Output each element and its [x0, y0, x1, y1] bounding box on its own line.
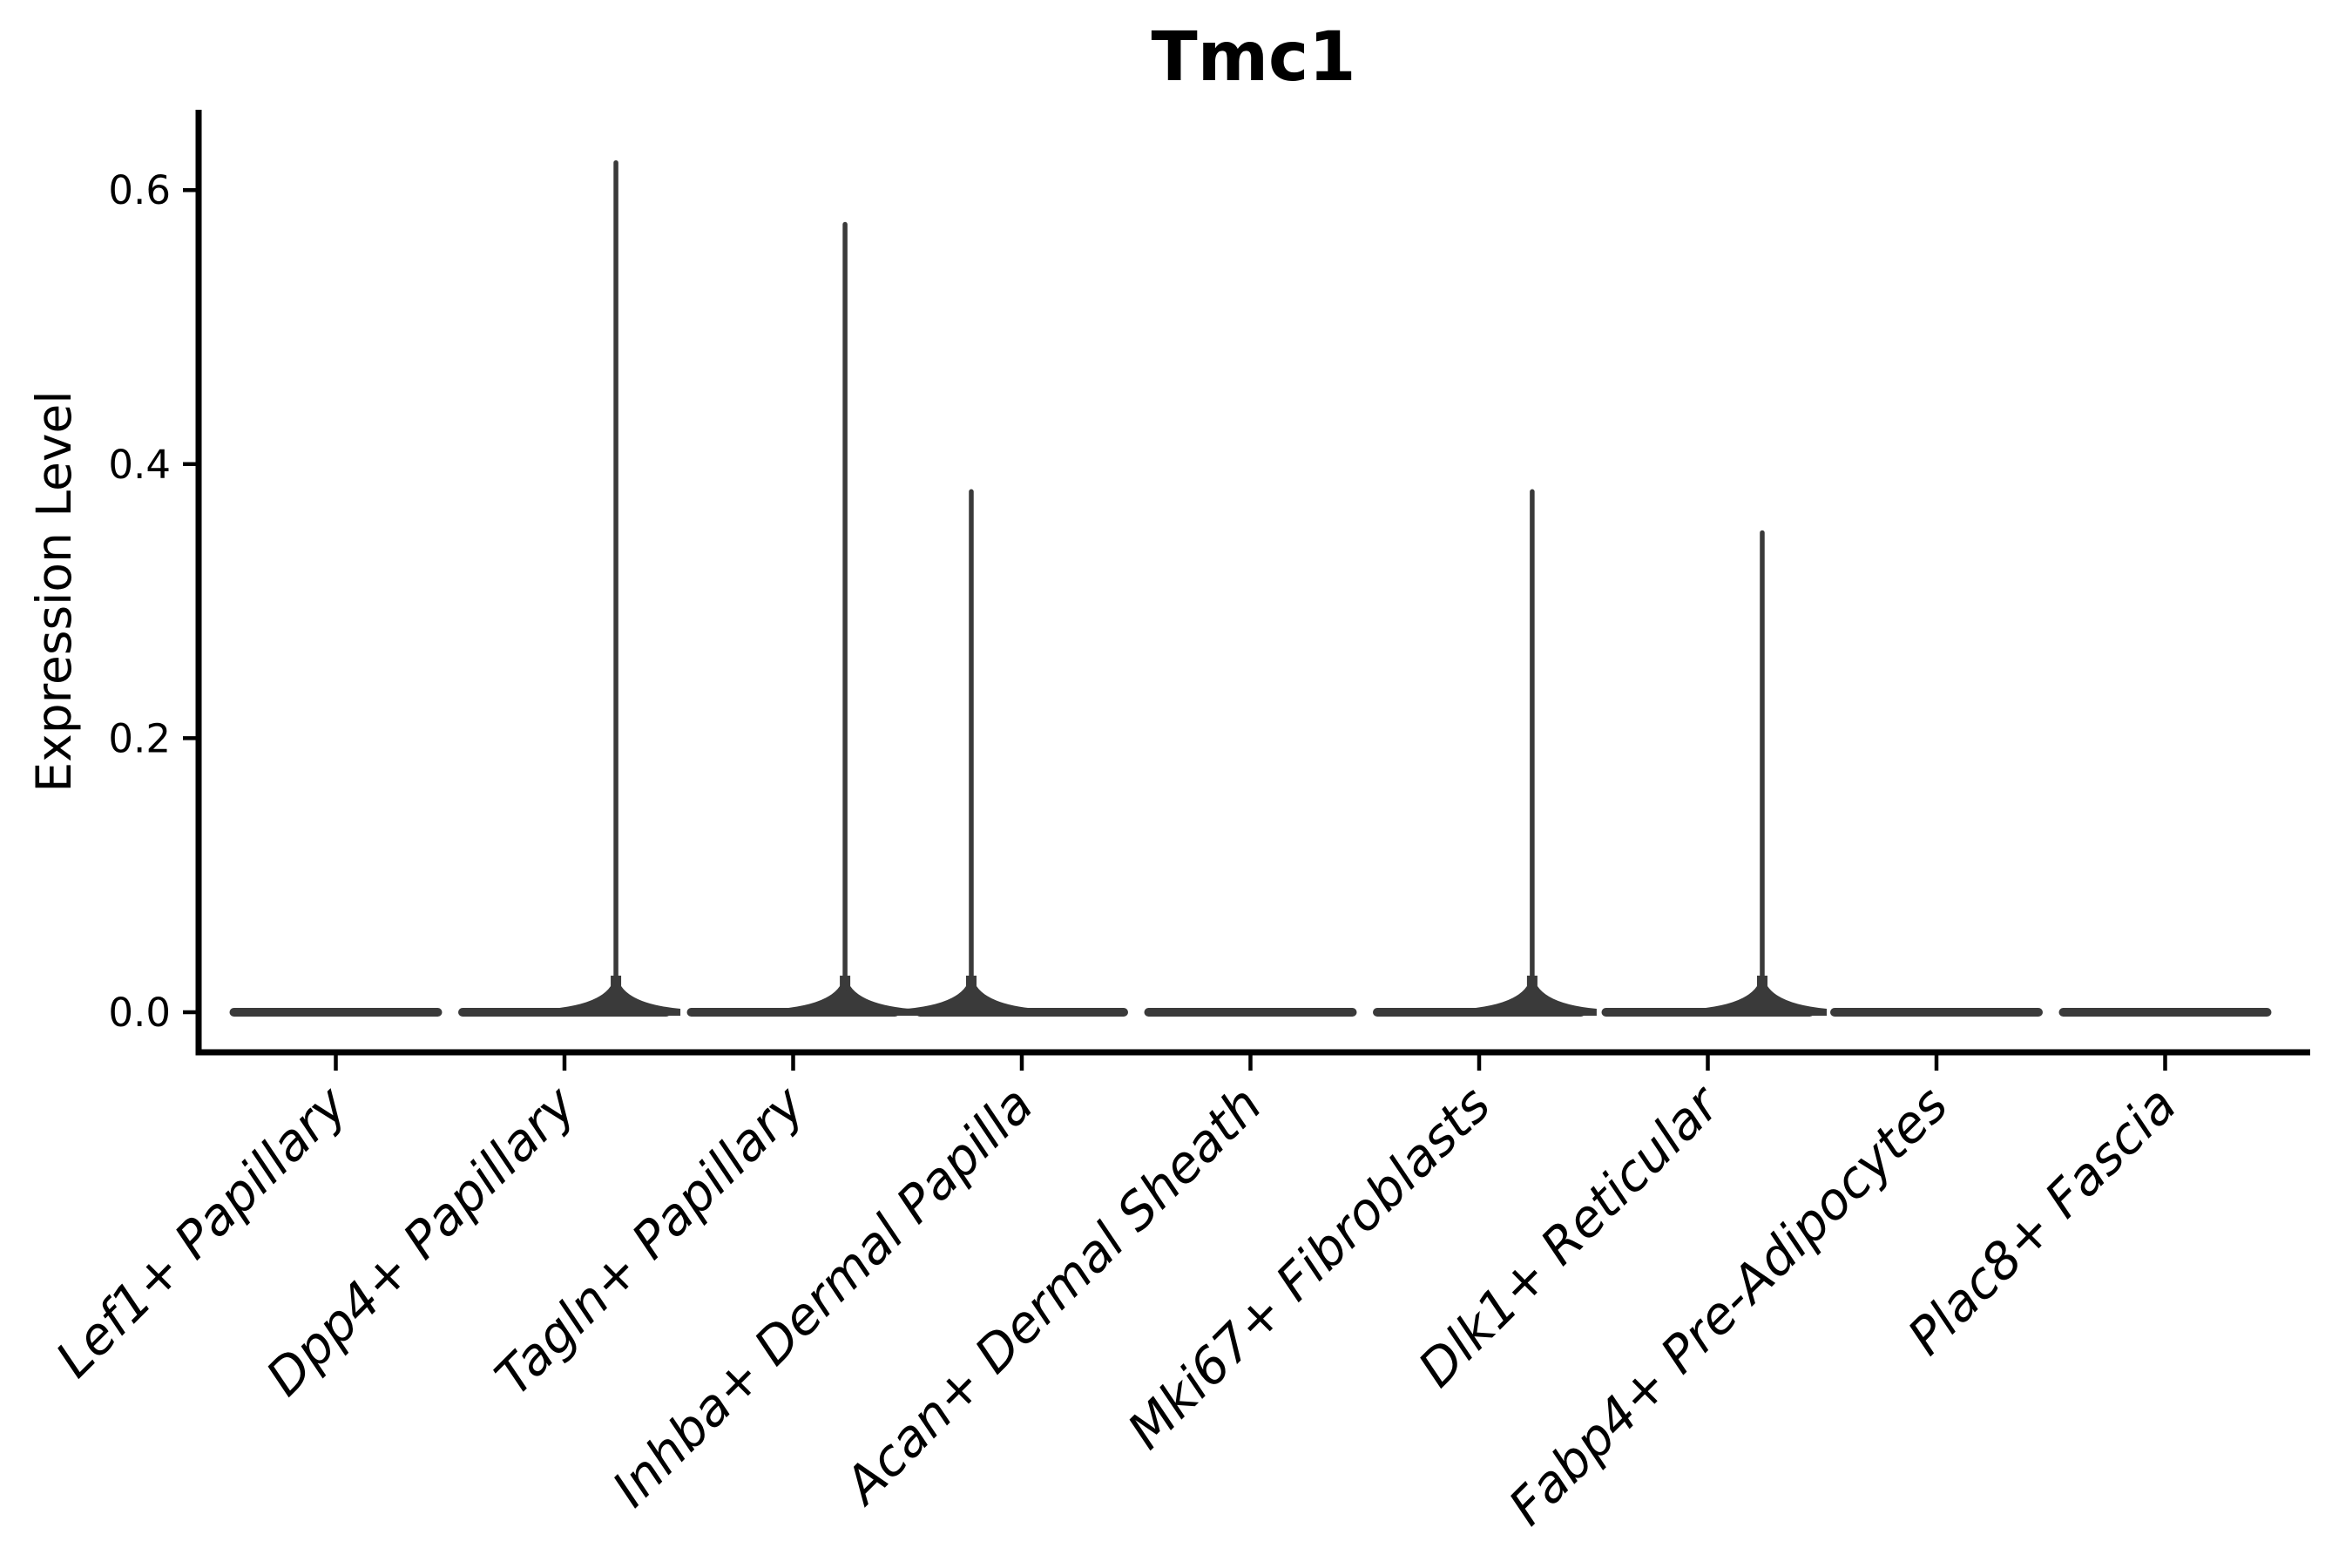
x-tick-label: Fabp4+ Pre-Adipocytes — [1497, 1075, 1959, 1537]
x-tick-label: Acan+ Dermal Sheath — [831, 1075, 1274, 1517]
violin-flare — [781, 976, 910, 1016]
violin-flare — [1467, 976, 1597, 1016]
violin-flare — [551, 976, 681, 1016]
y-tick-label: 0.6 — [108, 167, 171, 213]
violin-flare — [1697, 976, 1827, 1016]
violin-flare — [906, 976, 1036, 1016]
y-tick-label: 0.2 — [108, 715, 171, 761]
x-tick-label: Inhba+ Dermal Papilla — [601, 1075, 1044, 1518]
chart-title: Tmc1 — [1151, 18, 1356, 97]
y-tick-label: 0.4 — [108, 442, 171, 488]
y-tick-label: 0.0 — [108, 990, 171, 1036]
